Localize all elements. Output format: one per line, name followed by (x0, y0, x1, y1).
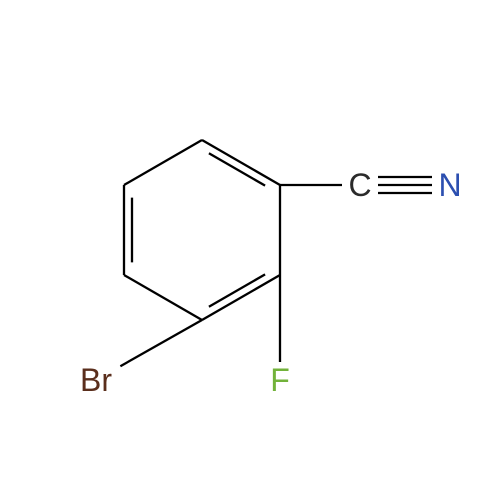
atom-label-br: Br (80, 362, 112, 398)
atom-label-c: C (348, 167, 371, 203)
atom-label-n: N (438, 167, 461, 203)
molecule-diagram: C N F Br (0, 0, 500, 500)
bond-line (120, 320, 202, 366)
bond-line (209, 153, 265, 185)
bond-line (202, 140, 280, 185)
bond-line (209, 274, 265, 306)
bond-line (124, 275, 202, 320)
bond-line (202, 275, 280, 320)
bond-line (124, 140, 202, 185)
atom-label-f: F (270, 362, 290, 398)
